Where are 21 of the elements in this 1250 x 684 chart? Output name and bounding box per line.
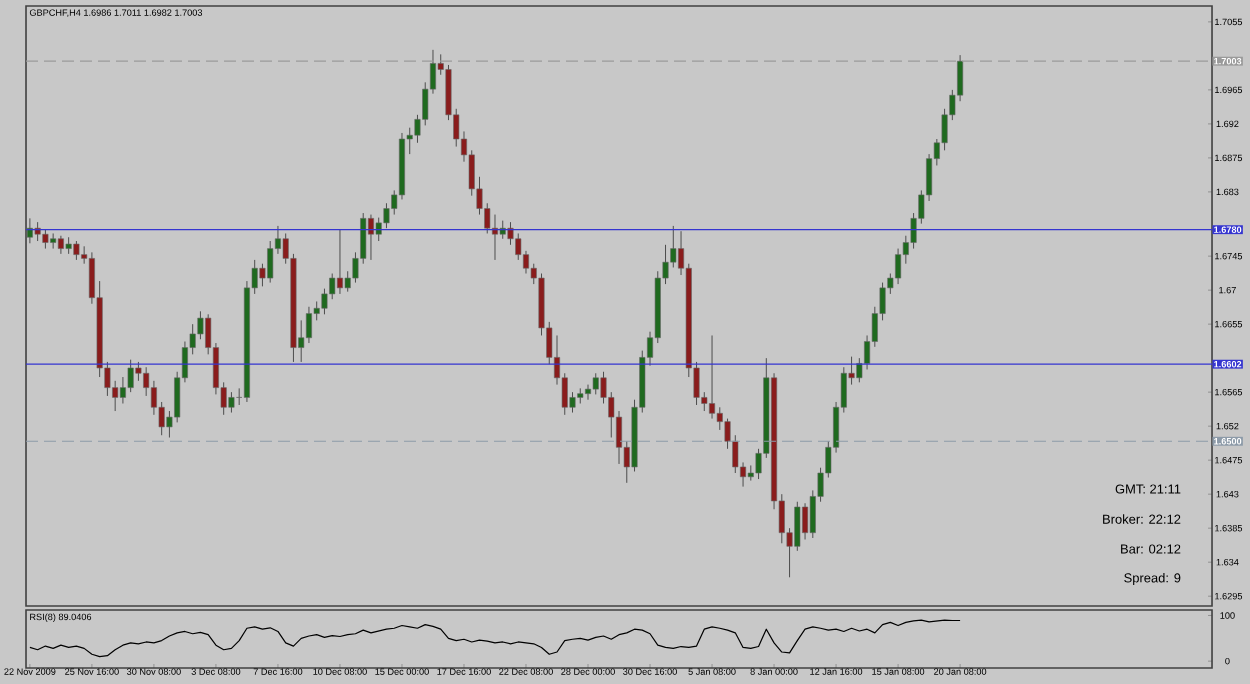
- candlestick: [794, 501, 801, 552]
- candlestick: [802, 502, 809, 540]
- candlestick: [50, 232, 57, 250]
- candlestick: [336, 229, 343, 295]
- candlestick: [592, 372, 599, 395]
- candlestick: [197, 310, 204, 340]
- candlestick: [895, 248, 902, 285]
- candlestick: [305, 306, 312, 344]
- candlestick: [135, 361, 142, 382]
- candlestick: [34, 221, 41, 242]
- candlestick: [491, 214, 499, 261]
- candlestick: [383, 202, 390, 229]
- candlestick: [709, 334, 716, 420]
- candlestick: [499, 220, 506, 240]
- candlestick: [42, 229, 49, 250]
- candlestick: [367, 214, 374, 261]
- candlestick: [724, 418, 731, 450]
- candlestick: [57, 235, 64, 255]
- candlestick: [73, 240, 80, 261]
- candlestick: [585, 384, 592, 401]
- candlestick: [228, 391, 235, 414]
